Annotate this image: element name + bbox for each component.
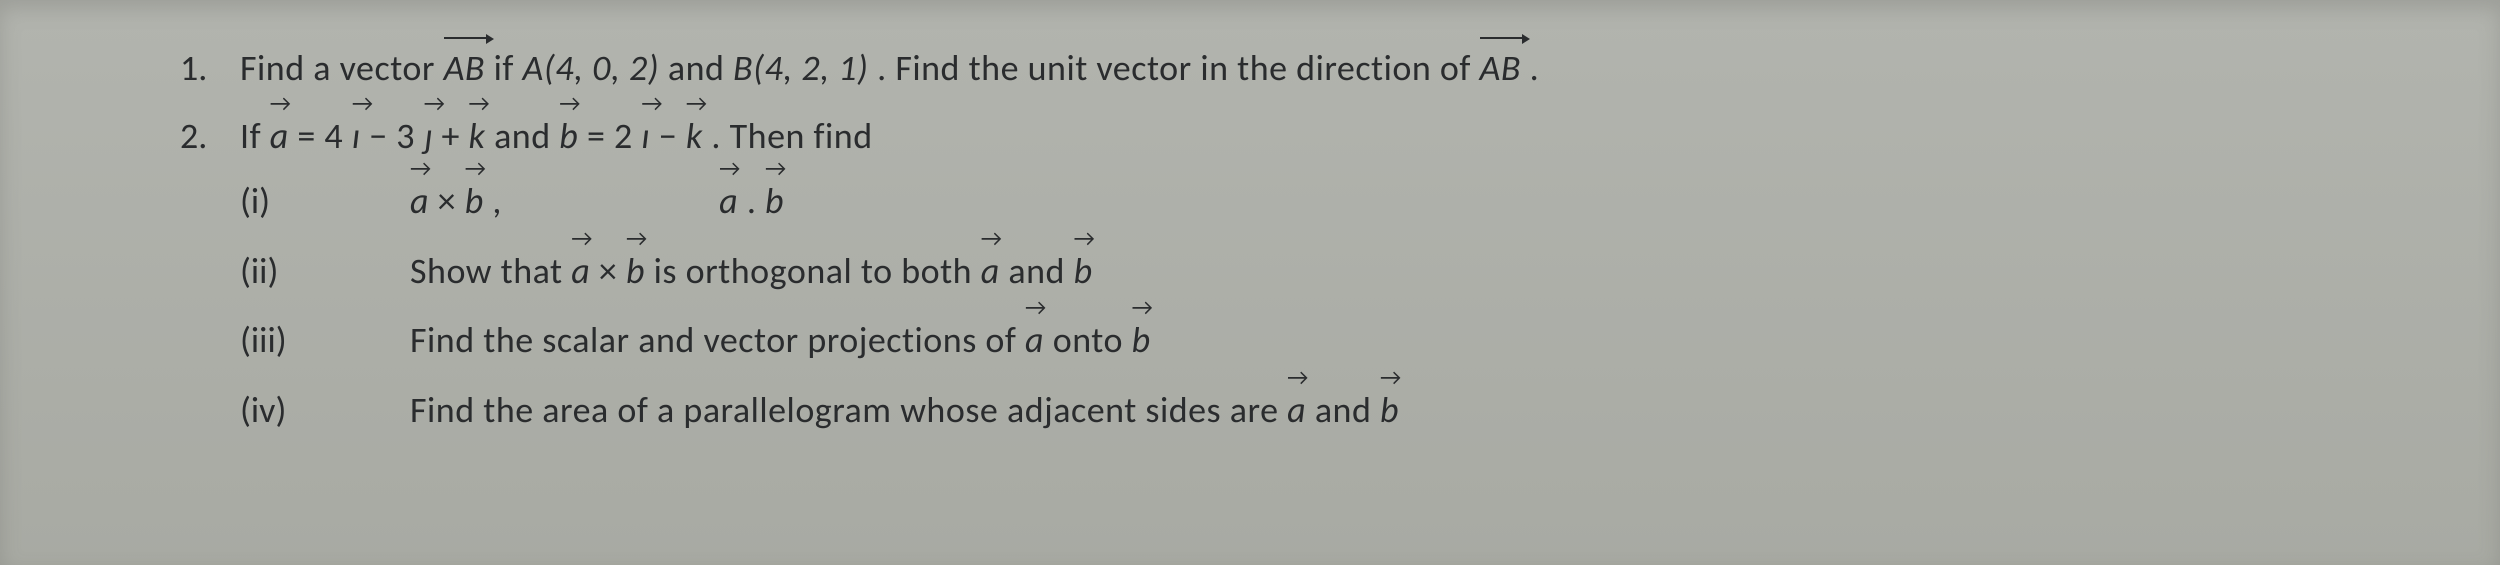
question-2-subparts: (i) a × b , a . b (ii) [240, 173, 2380, 439]
text: − 3 [369, 114, 415, 158]
page-container: 1. Find a vector AB if A(4, 0, 2) and B(… [0, 0, 2500, 565]
text: = 4 [297, 114, 343, 158]
vector-b-2: b [765, 173, 784, 231]
vector-a: a [270, 108, 289, 166]
vector-b-2: b [1074, 243, 1093, 301]
subpart-i: (i) a × b , a . b [240, 173, 2380, 231]
subpart-iv: (iv) Find the area of a parallelogram wh… [240, 382, 2380, 440]
vector-b: b [1380, 382, 1399, 440]
subpart-iv-num: (iv) [240, 382, 410, 440]
vector-b: b [465, 173, 484, 231]
subpart-iii: (iii) Find the scalar and vector project… [240, 312, 2380, 370]
question-2-body: If a = 4 ı − 3 ȷ + k and b = 2 ı − k . T… [240, 108, 2380, 452]
vector-b: b [1132, 312, 1151, 370]
vector-a-2: a [719, 173, 738, 231]
question-2-stem: If a = 4 ı − 3 ȷ + k and b = 2 ı − k . T… [240, 108, 2380, 166]
question-1-number: 1. [180, 40, 240, 98]
subpart-ii: (ii) Show that a × b is orthogonal to bo… [240, 243, 2380, 301]
text: . [1530, 46, 1540, 90]
text: Find the area of a parallelogram whose a… [410, 388, 1287, 432]
text: is orthogonal to both [654, 249, 981, 293]
subpart-i-num: (i) [240, 173, 410, 231]
subpart-iii-num: (iii) [240, 312, 410, 370]
vector-i: ı [352, 108, 361, 166]
text: onto [1053, 318, 1132, 362]
subpart-iv-body: Find the area of a parallelogram whose a… [410, 382, 2380, 440]
text: Find a vector [240, 46, 444, 90]
text: . Find the unit vector in the direction … [877, 46, 1479, 90]
text: and [1008, 249, 1073, 293]
point-B: B(4, 2, 1) [733, 46, 868, 90]
question-2: 2. If a = 4 ı − 3 ȷ + k and b = 2 ı − k … [180, 108, 2380, 452]
point-A: A(4, 0, 2) [523, 46, 660, 90]
text: Find the scalar and vector projections o… [410, 318, 1025, 362]
text: Show that [410, 249, 571, 293]
vector-a: a [571, 243, 590, 301]
vector-b: b [559, 108, 578, 166]
vector-k-2: k [686, 108, 703, 166]
question-1: 1. Find a vector AB if A(4, 0, 2) and B(… [180, 40, 2380, 98]
subpart-ii-body: Show that a × b is orthogonal to both a … [410, 243, 2380, 301]
text: and [494, 114, 559, 158]
text: − [659, 114, 686, 158]
text: = 2 [587, 114, 633, 158]
text: If [240, 114, 270, 158]
vector-a: a [1287, 382, 1306, 440]
vector-a-2: a [981, 243, 1000, 301]
vector-i-2: ı [641, 108, 650, 166]
vector-a: a [1025, 312, 1044, 370]
vector-AB-2: AB [1480, 40, 1521, 98]
text: , [492, 179, 501, 223]
text: and [1315, 388, 1380, 432]
cross-icon: × [438, 179, 465, 223]
dot-icon: . [747, 179, 765, 223]
text: if [494, 46, 523, 90]
vector-a: a [410, 173, 429, 231]
question-2-number: 2. [180, 108, 240, 166]
subpart-i-body: a × b , a . b [410, 173, 2380, 231]
cross-icon: × [599, 249, 626, 293]
text: and [668, 46, 733, 90]
vector-b: b [626, 243, 645, 301]
subpart-ii-num: (ii) [240, 243, 410, 301]
